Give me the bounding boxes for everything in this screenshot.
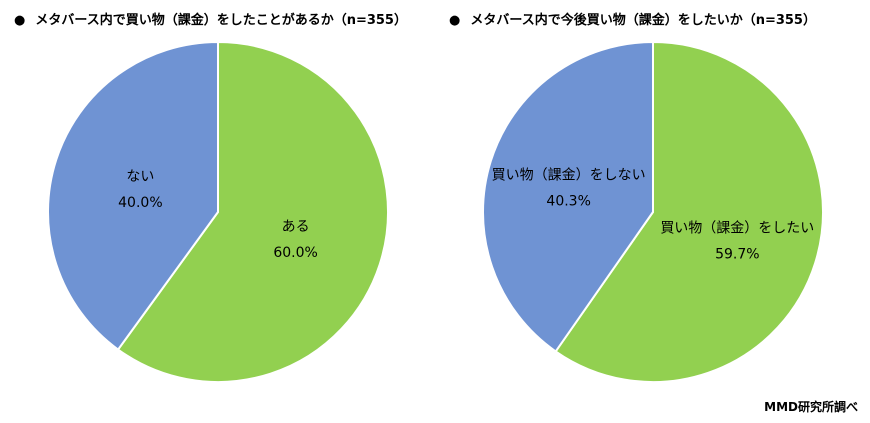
slice-category-label: ない (126, 169, 154, 185)
pie-chart: ある 60.0% ない 40.0% (47, 40, 389, 383)
slice-value-label: 40.0% (118, 195, 162, 211)
pie-chart: 買い物（課金）をしたい 59.7% 買い物（課金）をしない 40.3% (482, 40, 824, 383)
slice-value-label: 40.3% (546, 193, 590, 209)
source-note: MMD研究所調べ (764, 400, 858, 414)
pie-slice (47, 40, 219, 351)
slice-category-label: ある (282, 219, 310, 235)
chart-title: ● メタバース内で買い物（課金）をしたことがあるか（n=355） (14, 9, 407, 28)
chart-right: ● メタバース内で今後買い物（課金）をしたいか（n=355） 買い物（課金）をした… (435, 0, 870, 423)
title-bullet: ● (449, 13, 461, 28)
chart-title: ● メタバース内で今後買い物（課金）をしたいか（n=355） (449, 9, 816, 28)
slice-value-label: 59.7% (715, 247, 759, 263)
title-bullet: ● (14, 13, 26, 28)
slice-value-label: 60.0% (273, 245, 317, 261)
slice-category-label: 買い物（課金）をしたい (660, 221, 814, 237)
chart-title-text: メタバース内で今後買い物（課金）をしたいか（n=355） (470, 13, 816, 28)
pie-slice (554, 40, 824, 383)
slice-category-label: 買い物（課金）をしない (492, 167, 646, 183)
pie-slice (482, 40, 654, 353)
chart-title-text: メタバース内で買い物（課金）をしたことがあるか（n=355） (35, 13, 407, 28)
pie-slice (116, 40, 389, 383)
chart-left: ● メタバース内で買い物（課金）をしたことがあるか（n=355） ある 60.0% な… (14, 9, 407, 383)
